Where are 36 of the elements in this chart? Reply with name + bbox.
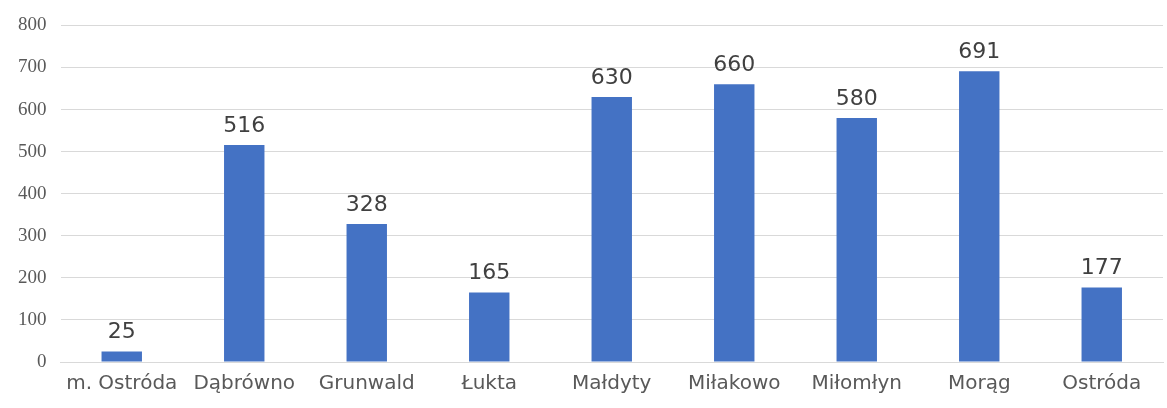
bar (1081, 287, 1122, 362)
data-label: 328 (345, 190, 388, 216)
bar (346, 223, 387, 362)
x-tick-label: Ostróda (1062, 370, 1142, 395)
y-tick-label: 0 (37, 349, 47, 371)
data-label: 630 (590, 63, 633, 89)
y-tick-label: 300 (18, 223, 47, 245)
y-tick-label: 400 (18, 181, 47, 203)
x-tick-label: Miłomłyn (811, 370, 902, 395)
y-tick-label: 700 (18, 55, 47, 77)
y-tick-label: 100 (18, 307, 47, 329)
bar (591, 96, 632, 362)
data-label: 516 (223, 111, 266, 137)
bar (714, 84, 755, 362)
bar (469, 292, 510, 362)
x-tick-label: m. Ostróda (66, 370, 178, 395)
y-tick-label: 200 (18, 265, 47, 287)
data-label: 660 (713, 51, 756, 77)
y-tick-label: 600 (18, 97, 47, 119)
data-label: 691 (958, 37, 1001, 63)
bar (959, 71, 1000, 362)
data-label: 165 (468, 259, 511, 285)
x-tick-label: Morąg (947, 370, 1011, 395)
bar (224, 144, 265, 362)
data-label: 25 (107, 318, 136, 344)
y-tick-label: 800 (18, 13, 47, 35)
x-tick-label: Małdyty (572, 370, 652, 395)
x-tick-label: Dąbrówno (193, 370, 296, 395)
x-tick-label: Łukta (460, 370, 518, 395)
bar (836, 117, 877, 362)
data-label: 177 (1080, 254, 1123, 280)
x-tick-label: Grunwald (318, 370, 415, 395)
data-label: 580 (835, 84, 878, 110)
bar (101, 351, 142, 362)
y-tick-label: 500 (18, 139, 47, 161)
x-tick-label: Miłakowo (688, 370, 781, 395)
